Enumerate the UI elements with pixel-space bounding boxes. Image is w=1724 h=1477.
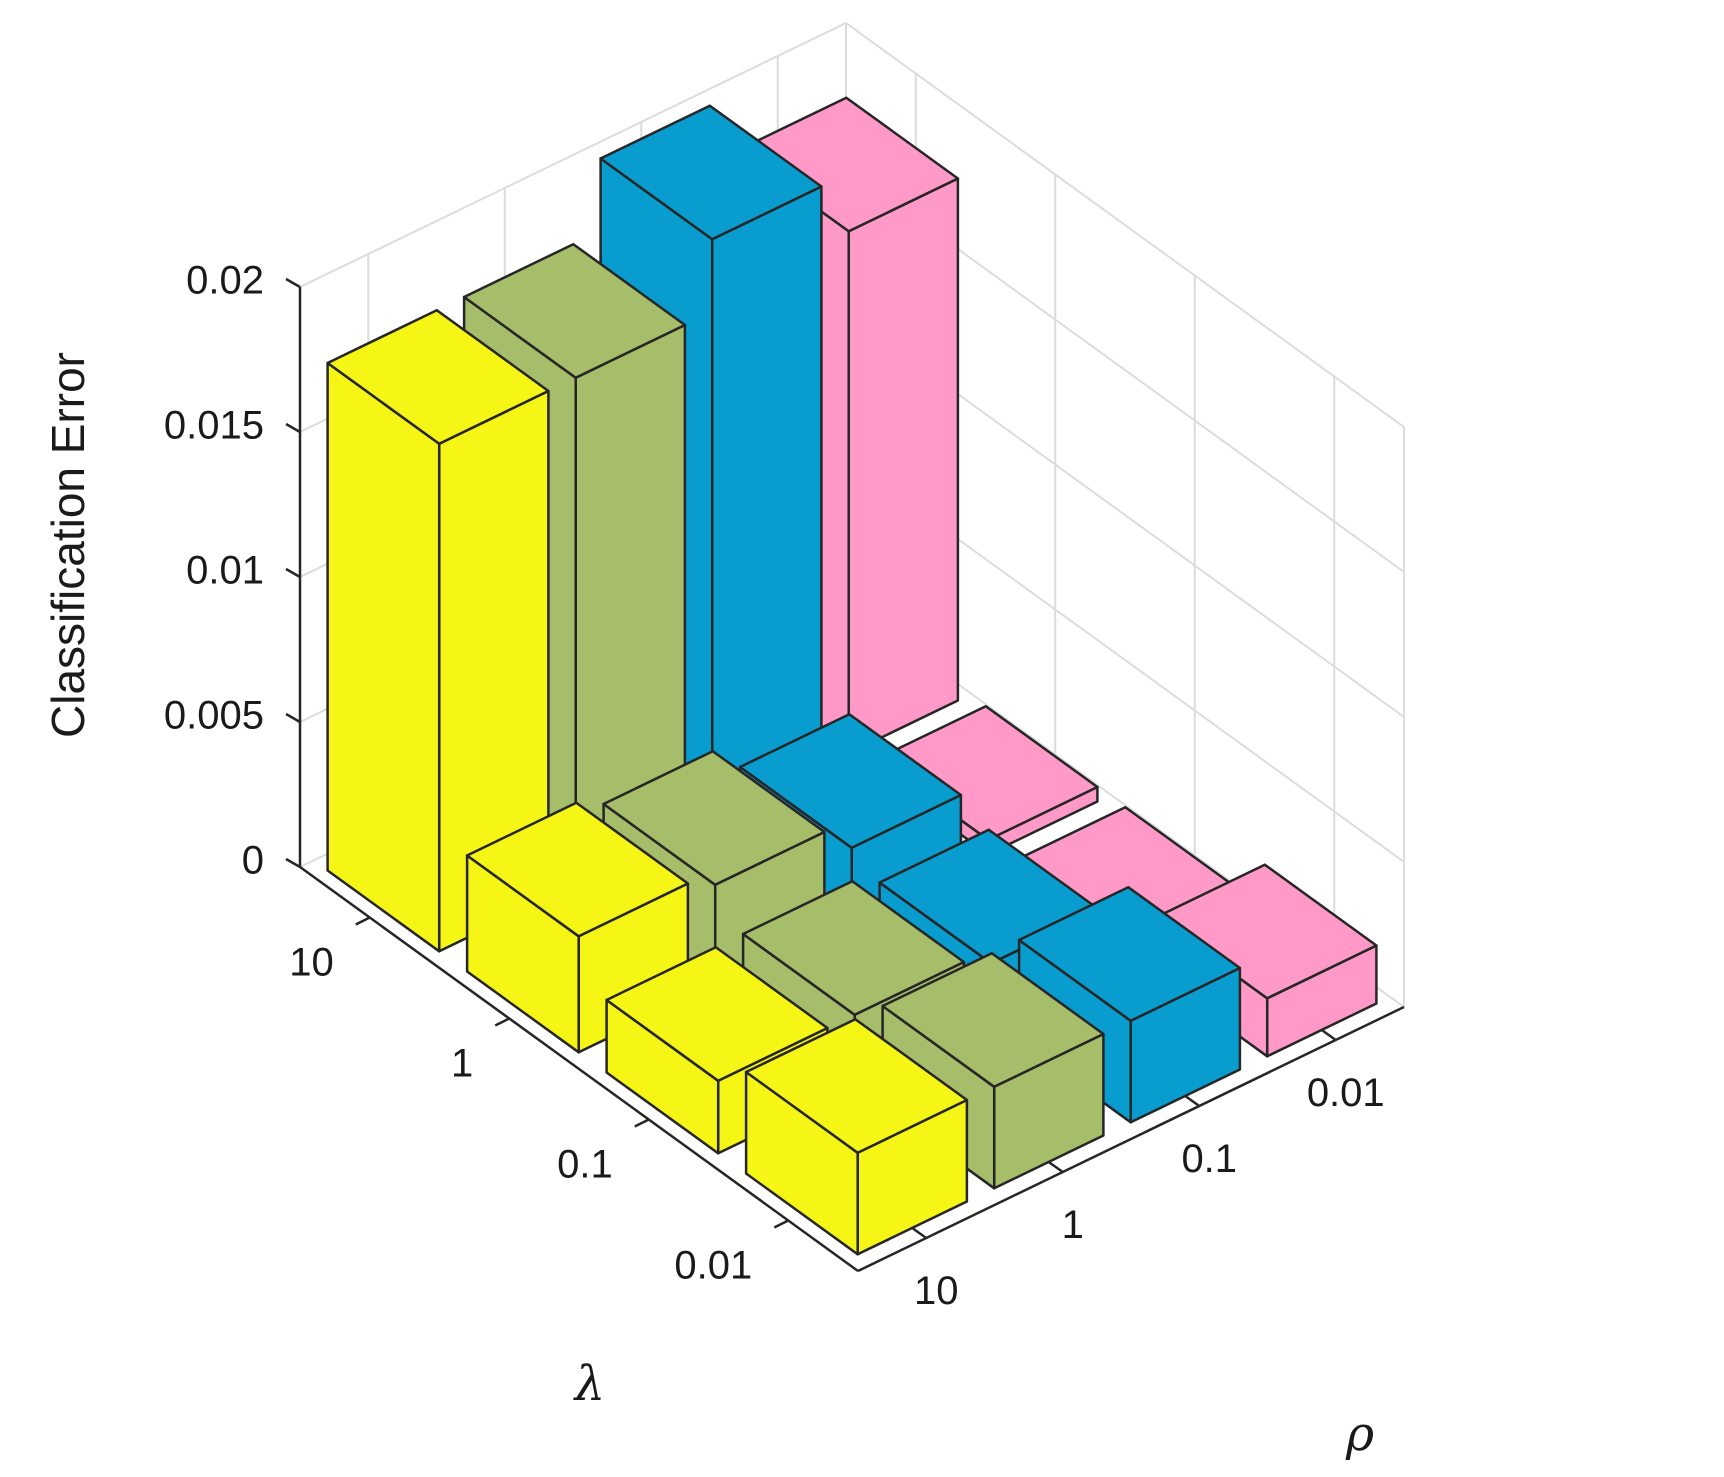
bar-face-top [602, 749, 826, 887]
bars [326, 96, 1378, 1256]
z-tick-3 [285, 422, 301, 434]
bar-face-top [1017, 885, 1242, 1023]
bar-face-front [710, 185, 823, 821]
rho-tick-label-0: 10 [914, 1269, 959, 1313]
lambda-tick-3 [773, 1219, 789, 1229]
bar-face-top [741, 879, 966, 1017]
bar-lambda-10-rho-10 [326, 308, 550, 953]
z-tick-0 [285, 857, 301, 869]
z-tick-label-4: 0.02 [186, 259, 264, 303]
lambda-axis-title: λ [573, 1356, 605, 1412]
rho-tick-3 [1321, 1028, 1337, 1042]
z-tick-label-1: 0.005 [164, 694, 264, 738]
bar-face-top [462, 242, 687, 380]
labels: Classification Error λ ρ 0 0.005 0.01 0.015… [42, 259, 1385, 1462]
rho-tick-label-3: 0.01 [1307, 1071, 1385, 1115]
axes [285, 277, 1405, 1273]
rho-tick-2 [1184, 1094, 1200, 1108]
rho-tick-label-2: 0.1 [1181, 1137, 1237, 1181]
z-tick-4 [285, 277, 301, 289]
lambda-tick-2 [634, 1118, 650, 1128]
lambda-axis-line [299, 865, 859, 1273]
lambda-tick-0 [355, 916, 371, 926]
z-tick-label-3: 0.015 [164, 404, 264, 448]
z-tick-2 [285, 567, 301, 579]
lambda-tick-label-1: 1 [451, 1042, 473, 1086]
z-axis-title: Classification Error [42, 352, 94, 738]
rho-axis-title: ρ [1345, 1406, 1374, 1462]
lambda-tick-1 [494, 1017, 510, 1027]
bar-face-top [881, 951, 1105, 1089]
bar-face-top [326, 308, 550, 446]
lambda-tick-label-3: 0.01 [674, 1244, 752, 1288]
bar-face-side [326, 361, 441, 953]
bar-face-top [744, 1017, 969, 1155]
bar-face-top [465, 801, 690, 938]
rho-tick-0 [911, 1226, 927, 1240]
rho-tick-label-1: 1 [1062, 1203, 1084, 1247]
lambda-tick-label-0: 10 [289, 941, 334, 985]
bar-face-top [605, 945, 829, 1083]
rho-axis-line [857, 1005, 1405, 1273]
rho-tick-1 [1048, 1160, 1064, 1174]
bar-face-top [599, 104, 823, 241]
lambda-tick-label-2: 0.1 [557, 1143, 613, 1187]
z-tick-label-2: 0.01 [186, 549, 264, 593]
z-tick-1 [285, 712, 301, 724]
z-tick-label-0: 0 [242, 839, 264, 883]
bar-lambda-0.01-rho-10 [744, 1017, 969, 1256]
bar-face-top [738, 712, 963, 850]
bar-face-front [847, 177, 960, 755]
